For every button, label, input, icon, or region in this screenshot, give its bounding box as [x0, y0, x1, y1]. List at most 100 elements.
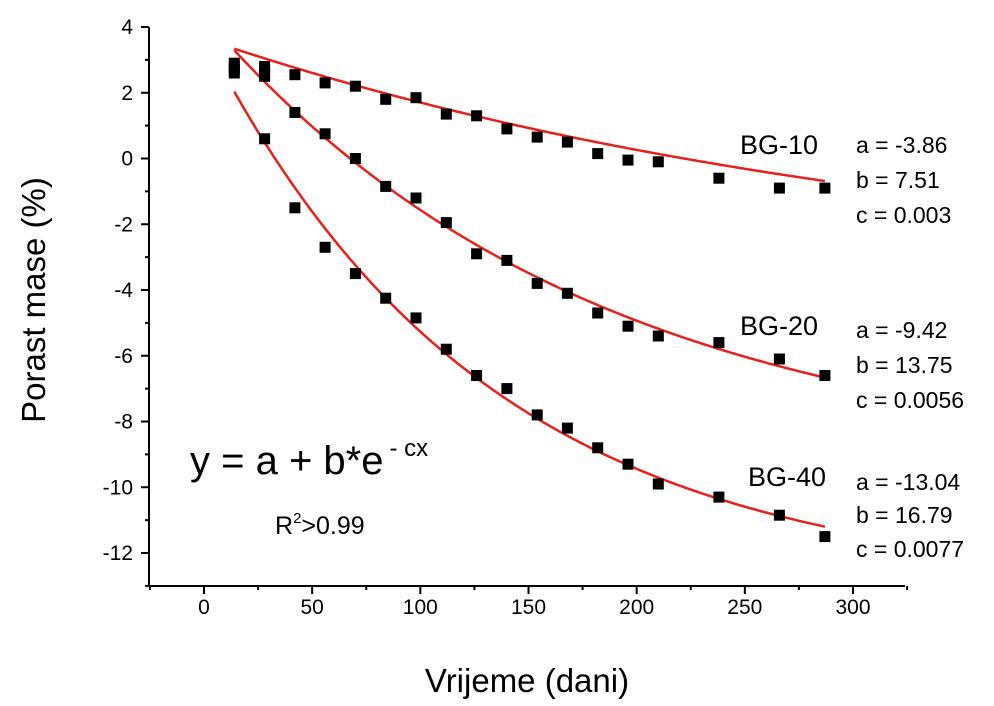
- data-point-bg-10: [713, 172, 725, 184]
- x-axis-ticks: 0 50 100 150 200 250 300: [148, 586, 909, 619]
- param-b: b = 7.51: [856, 167, 940, 193]
- r2-prefix: R: [275, 512, 293, 540]
- y-axis-ticks: 4 2 0 -2 -4 -6 -8 -10 -12: [103, 16, 149, 587]
- y-tick-label: -12: [103, 542, 133, 565]
- data-point-bg-10: [592, 148, 604, 160]
- param-c: c = 0.0056: [856, 387, 964, 413]
- r2-annotation: R2>0.99: [275, 510, 365, 540]
- data-point-bg-10: [380, 93, 392, 105]
- param-c: c = 0.0077: [856, 536, 964, 562]
- y-tick-label: 4: [121, 16, 133, 39]
- x-tick-label: 150: [511, 596, 546, 619]
- equation-exponent: - cx: [389, 435, 428, 462]
- data-point-bg-10: [773, 182, 785, 194]
- x-tick-label: 100: [403, 596, 438, 619]
- y-axis-title: Porast mase (%): [15, 177, 52, 423]
- data-point-bg-40: [501, 383, 513, 395]
- r2-suffix: >0.99: [301, 512, 364, 540]
- y-tick-label: -2: [114, 213, 133, 236]
- data-point-bg-40: [259, 133, 271, 145]
- data-point-bg-10: [319, 77, 331, 89]
- data-point-bg-10: [289, 69, 301, 81]
- r2-sup: 2: [293, 510, 301, 527]
- data-point-bg-40: [471, 370, 483, 381]
- data-point-bg-40: [713, 491, 725, 503]
- y-tick-label: -6: [114, 345, 133, 368]
- data-point-bg-20: [622, 320, 634, 332]
- data-point-bg-40: [773, 509, 785, 521]
- data-point-bg-40: [652, 478, 664, 490]
- data-points: [228, 57, 831, 543]
- data-point-bg-40: [561, 422, 573, 434]
- equation-annotation: y = a + b*e - cx: [190, 435, 428, 483]
- data-point-bg-10: [531, 131, 543, 143]
- x-axis-title: Vrijeme (dani): [425, 662, 629, 699]
- fit-curve-bg-40: [233, 90, 826, 528]
- data-point-bg-20: [592, 307, 604, 319]
- series-label-bg-10: BG-10 a = -3.86 b = 7.51 c = 0.003: [740, 130, 951, 228]
- param-b: b = 16.79: [856, 502, 953, 528]
- y-tick-label: 0: [121, 148, 133, 171]
- data-point-bg-40: [228, 61, 240, 72]
- series-name: BG-40: [748, 462, 826, 492]
- data-point-bg-40: [380, 292, 392, 304]
- data-point-bg-40: [289, 202, 301, 214]
- data-point-bg-20: [819, 370, 831, 381]
- x-tick-label: 50: [300, 596, 323, 619]
- x-tick-label: 250: [727, 596, 762, 619]
- x-tick-label: 300: [835, 596, 870, 619]
- data-point-bg-10: [819, 182, 831, 194]
- plot-frame: [148, 27, 905, 587]
- data-point-bg-40: [819, 531, 831, 543]
- data-point-bg-10: [652, 156, 664, 168]
- series-name: BG-10: [740, 130, 818, 160]
- x-tick-label: 0: [198, 596, 210, 619]
- fit-curves: [233, 47, 826, 528]
- equation-text: y = a + b*e - cx: [190, 435, 428, 483]
- param-a: a = -3.86: [856, 132, 947, 158]
- data-point-bg-40: [410, 312, 422, 324]
- data-point-bg-10: [501, 123, 513, 135]
- data-point-bg-20: [440, 217, 452, 229]
- data-point-bg-20: [713, 337, 725, 349]
- data-point-bg-40: [531, 409, 543, 421]
- data-point-bg-40: [319, 241, 331, 253]
- data-point-bg-20: [531, 277, 543, 289]
- data-point-bg-10: [471, 110, 483, 122]
- y-tick-label: -10: [103, 476, 133, 499]
- y-tick-label: 2: [121, 82, 133, 105]
- series-label-bg-40: BG-40 a = -13.04 b = 16.79 c = 0.0077: [748, 462, 964, 562]
- data-point-bg-10: [561, 136, 573, 148]
- data-point-bg-20: [319, 128, 331, 140]
- data-point-bg-20: [471, 248, 483, 260]
- y-tick-label: -8: [114, 411, 133, 434]
- data-point-bg-40: [349, 268, 361, 280]
- data-point-bg-20: [380, 180, 392, 192]
- data-point-bg-10: [349, 80, 361, 92]
- data-point-bg-20: [259, 67, 271, 79]
- data-point-bg-40: [622, 458, 634, 470]
- param-a: a = -9.42: [856, 317, 947, 343]
- data-point-bg-10: [259, 61, 271, 72]
- param-b: b = 13.75: [856, 352, 953, 378]
- data-point-bg-20: [561, 287, 573, 299]
- data-point-bg-10: [440, 108, 452, 120]
- series-label-bg-20: BG-20 a = -9.42 b = 13.75 c = 0.0056: [740, 311, 964, 413]
- y-tick-label: -4: [114, 279, 133, 302]
- param-c: c = 0.003: [856, 202, 951, 228]
- param-a: a = -13.04: [856, 469, 960, 495]
- series-name: BG-20: [740, 311, 818, 341]
- data-point-bg-20: [349, 153, 361, 164]
- data-point-bg-20: [410, 192, 422, 204]
- data-point-bg-20: [773, 353, 785, 365]
- data-point-bg-10: [622, 154, 634, 166]
- r2-text: R2>0.99: [275, 510, 365, 540]
- data-point-bg-40: [440, 343, 452, 355]
- fit-curve-bg-10: [233, 47, 826, 183]
- fit-curve-bg-20: [233, 49, 826, 379]
- data-point-bg-20: [652, 330, 664, 342]
- equation-base: y = a + b*e: [190, 439, 383, 483]
- x-tick-label: 200: [619, 596, 654, 619]
- data-point-bg-40: [592, 442, 604, 454]
